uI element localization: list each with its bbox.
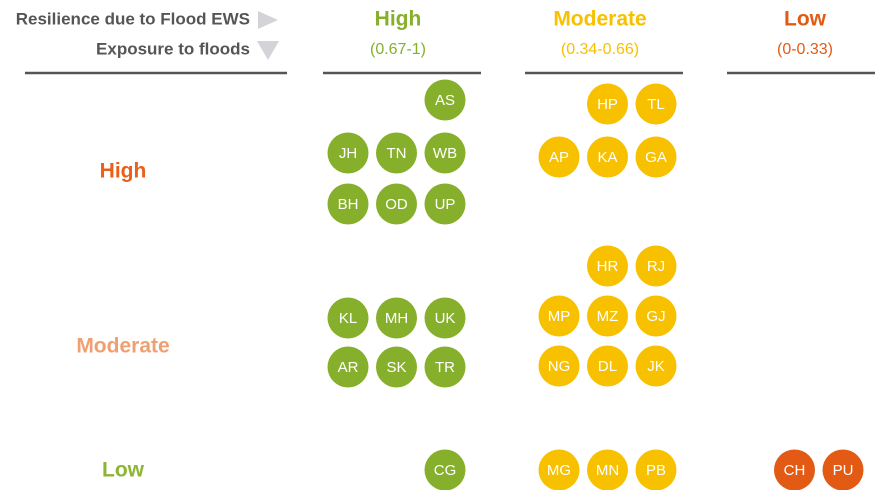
- state-code: TR: [435, 359, 455, 376]
- column-range: (0-0.33): [777, 41, 833, 58]
- state-code: GA: [645, 149, 667, 166]
- state-code: AR: [338, 359, 359, 376]
- column-range: (0.67-1): [370, 41, 426, 58]
- state-circle: [635, 345, 677, 387]
- state-code: SK: [386, 359, 406, 376]
- state-circle: [327, 183, 369, 225]
- arrow-down: [257, 41, 279, 60]
- column-title: High: [375, 8, 422, 31]
- state-code: GJ: [646, 308, 665, 325]
- state-code: BH: [338, 196, 359, 213]
- state-code: HR: [597, 258, 619, 275]
- column-title: Moderate: [553, 8, 646, 31]
- state-code: PB: [646, 462, 666, 479]
- state-code: KA: [597, 149, 617, 166]
- state-circle: [635, 83, 677, 125]
- state-circle: [538, 449, 580, 490]
- row-label: Moderate: [76, 335, 169, 358]
- state-code: HP: [597, 96, 618, 113]
- state-code: DL: [598, 358, 617, 375]
- state-code: TL: [647, 96, 665, 113]
- state-circle: [538, 345, 580, 387]
- state-code: KL: [339, 310, 357, 327]
- column-title: Low: [784, 8, 827, 31]
- state-code: WB: [433, 145, 457, 162]
- state-circle: [424, 449, 466, 490]
- state-circle: [327, 346, 369, 388]
- state-code: UK: [435, 310, 456, 327]
- state-code: MP: [548, 308, 571, 325]
- state-circle: [424, 346, 466, 388]
- state-code: NG: [548, 358, 571, 375]
- state-circle: [376, 183, 417, 225]
- state-circle: [635, 295, 677, 337]
- state-code: MG: [547, 462, 571, 479]
- state-circle: [327, 297, 369, 339]
- state-circle: [587, 295, 628, 337]
- state-circle: [538, 295, 580, 337]
- y-axis-label: Exposure to floods: [96, 39, 250, 58]
- arrow-right: [258, 11, 278, 29]
- state-code: JH: [339, 145, 357, 162]
- state-code: AS: [435, 92, 455, 109]
- state-circle: [424, 297, 466, 339]
- state-circle: [587, 136, 628, 178]
- row-label: Low: [102, 459, 145, 482]
- state-circle: [587, 345, 628, 387]
- state-circle: [424, 132, 466, 174]
- state-code: TN: [387, 145, 407, 162]
- state-code: RJ: [647, 258, 665, 275]
- state-circle: [587, 83, 628, 125]
- state-code: UP: [435, 196, 456, 213]
- state-circle: [635, 136, 677, 178]
- state-code: CG: [434, 462, 457, 479]
- state-circle: [538, 136, 580, 178]
- column-range: (0.34-0.66): [561, 41, 639, 58]
- state-circle: [376, 297, 417, 339]
- state-circle: [424, 79, 466, 121]
- state-circle: [376, 346, 417, 388]
- state-circle: [587, 449, 628, 490]
- state-circle: [424, 183, 466, 225]
- state-circle: [327, 132, 369, 174]
- row-label: High: [100, 160, 147, 183]
- state-code: PU: [833, 462, 854, 479]
- state-circle: [635, 245, 677, 287]
- state-code: MH: [385, 310, 408, 327]
- state-code: CH: [784, 462, 806, 479]
- state-code: OD: [385, 196, 408, 213]
- state-circle: [774, 449, 815, 490]
- state-circle: [822, 449, 864, 490]
- state-circle: [635, 449, 677, 490]
- state-circle: [376, 132, 417, 174]
- state-code: JK: [647, 358, 665, 375]
- state-circle: [587, 245, 628, 287]
- state-code: MZ: [597, 308, 619, 325]
- x-axis-label: Resilience due to Flood EWS: [16, 9, 250, 28]
- state-code: AP: [549, 149, 569, 166]
- state-code: MN: [596, 462, 619, 479]
